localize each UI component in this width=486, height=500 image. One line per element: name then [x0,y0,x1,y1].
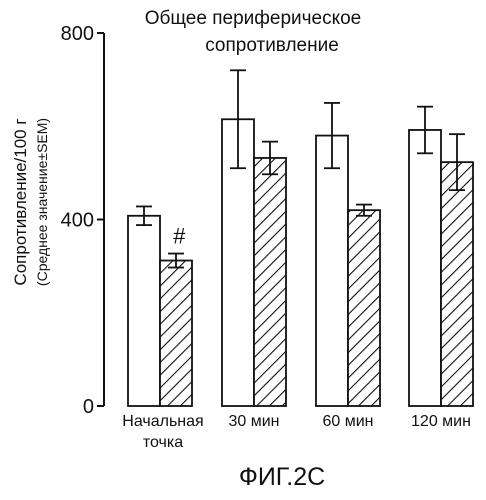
figure-label: ФИГ.2С [239,463,325,491]
annotation-hash: # [173,224,186,249]
bar-hatched-0 [160,261,192,406]
y-tick-label: 0 [83,396,94,418]
chart-title-line-2: сопротивление [205,35,339,56]
chart-title: Общее периферическое сопротивление [145,8,362,56]
chart-title-line-1: Общее периферическое [145,8,362,29]
bar-hatched-2 [348,210,380,406]
annotations: # [173,224,186,249]
x-tick-label: 120 мин [411,413,471,430]
y-axis-label-line-1: Сопротивление/100 г [11,118,30,285]
y-tick-label: 400 [61,210,94,232]
x-tick-label: 60 мин [322,413,373,430]
y-tick-label: 800 [61,23,94,45]
x-tick-label: 30 мин [228,413,279,430]
bar-open-2 [316,136,348,406]
bar-open-3 [409,130,441,406]
y-axis-label-line-2: (Среднее значение±SEM) [34,118,50,286]
x-tick-labels: Начальная точка 30 мин 60 мин 120 мин [122,413,471,451]
y-axis-label: Сопротивление/100 г (Среднее значение±SE… [11,118,50,286]
x-tick-label: Начальная [122,413,203,430]
x-tick-label: точка [143,434,183,451]
bar-hatched-3 [441,162,473,406]
bar-open-0 [128,216,160,406]
bar-hatched-1 [254,158,286,406]
y-ticks: 0 400 800 [61,23,104,418]
